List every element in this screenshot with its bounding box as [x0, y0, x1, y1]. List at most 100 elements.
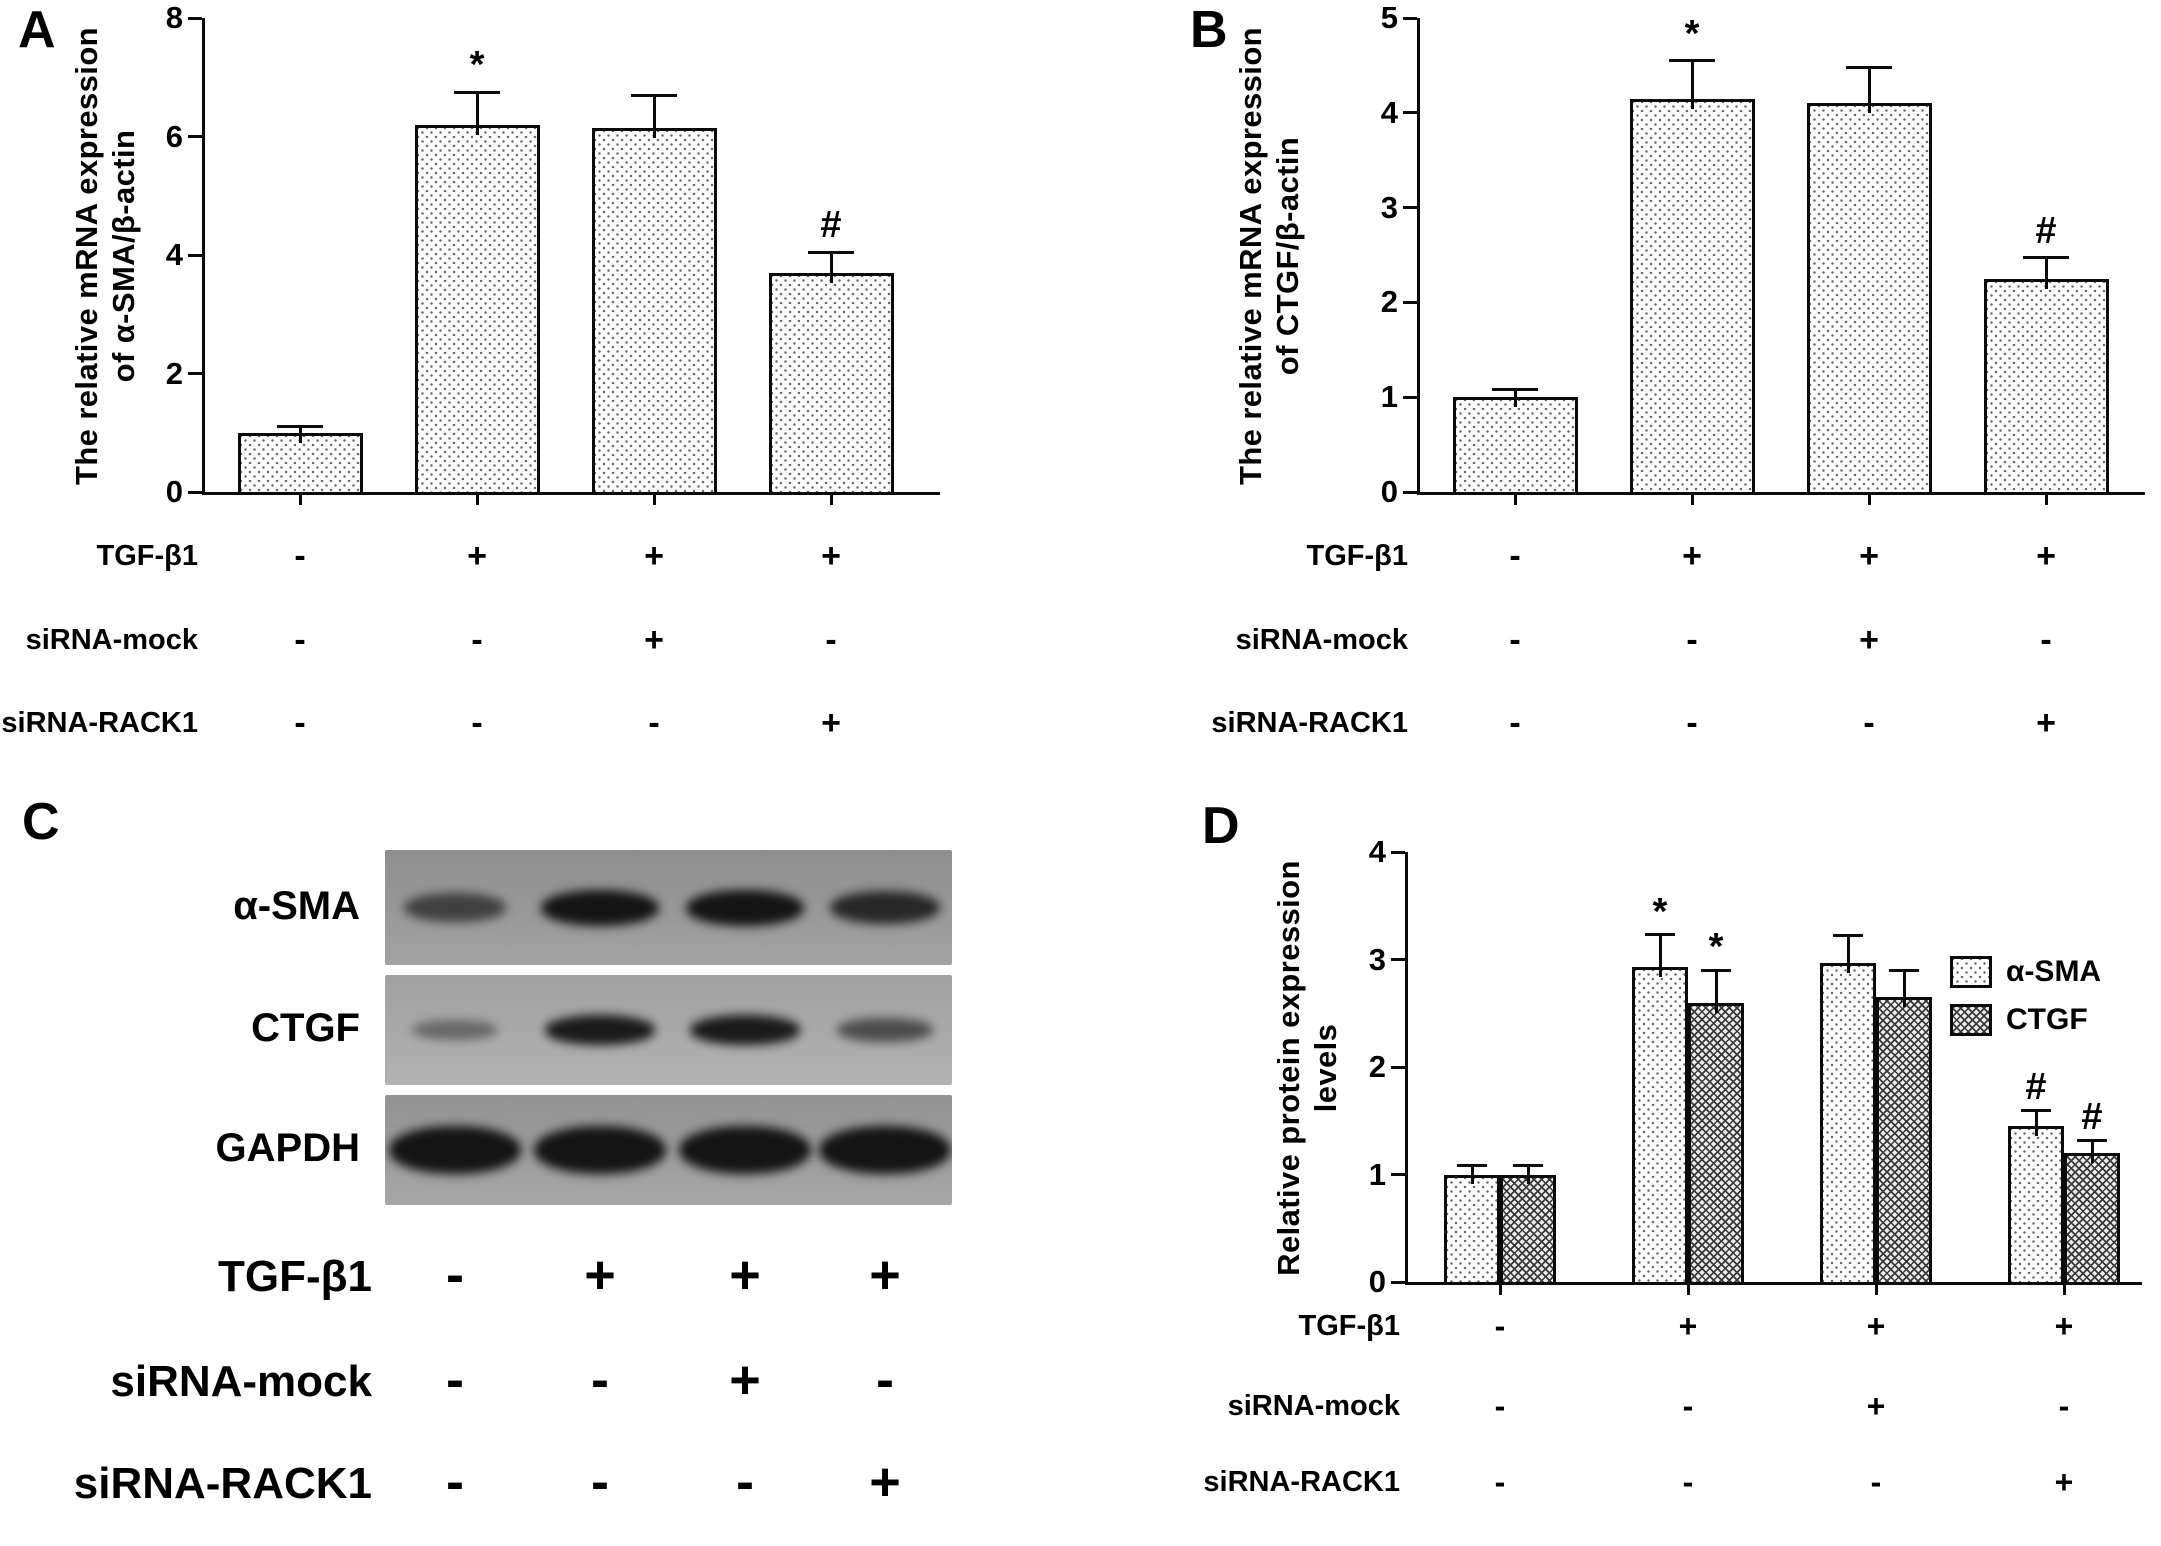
y-axis-title-line1: The relative mRNA expression: [69, 27, 104, 485]
y-tick-mark: [1391, 1280, 1405, 1284]
condition-value: -: [648, 703, 660, 742]
panel-label-A: A: [18, 1, 56, 59]
bar-D-group4-1: [2008, 1126, 2064, 1282]
bar-A-group2: [414, 124, 540, 492]
bar-D-group4-2: [2064, 1153, 2120, 1282]
condition-row-label: siRNA-RACK1: [1211, 707, 1408, 740]
legend-label-1: α-SMA: [2006, 955, 2102, 988]
condition-value: -: [294, 620, 306, 659]
condition-value: +: [869, 1245, 901, 1306]
bar-B-group2: [1629, 98, 1755, 492]
significance-marker: #: [2081, 1096, 2103, 1139]
bar-A-group3: [591, 127, 717, 492]
error-bar-line: [1690, 60, 1694, 109]
blot-band: [837, 1018, 933, 1042]
condition-row-label: TGF-β1: [1306, 540, 1408, 573]
x-tick-mark: [2044, 495, 2048, 505]
y-tick-label: 8: [165, 0, 183, 35]
condition-value: +: [1866, 1307, 1886, 1344]
x-axis-line: [202, 492, 940, 495]
y-tick-mark: [1391, 1173, 1405, 1176]
legend-label-2: CTGF: [2006, 1003, 2088, 1036]
condition-value: +: [2054, 1307, 2074, 1344]
panel-label-B: B: [1190, 1, 1228, 59]
condition-value: -: [446, 1245, 464, 1306]
condition-row-label: siRNA-mock: [25, 624, 198, 657]
x-tick-mark: [1867, 495, 1871, 505]
condition-row-label: siRNA-mock: [1227, 1390, 1400, 1423]
significance-marker: #: [2035, 209, 2057, 252]
y-tick-label: 2: [1368, 1049, 1386, 1084]
error-bar-cap: [2023, 256, 2069, 260]
error-bar-cap: [1833, 934, 1863, 938]
y-tick-label: 4: [1380, 94, 1398, 130]
condition-value: +: [2054, 1463, 2074, 1500]
condition-value: -: [2058, 1387, 2070, 1424]
condition-row-label: siRNA-RACK1: [1203, 1466, 1400, 1499]
condition-row-label: siRNA-RACK1: [1, 707, 198, 740]
blot-band: [689, 1015, 801, 1045]
bar-D-group1-1: [1444, 1174, 1500, 1282]
blot-row-label: GAPDH: [215, 1126, 360, 1170]
bar-B-group3: [1806, 103, 1932, 492]
panel-A-mrna-asma-chart: A The relative mRNA expression of α-SMA/β-…: [0, 0, 1080, 778]
y-tick-label: 4: [1368, 834, 1386, 869]
y-tick-label: 1: [1368, 1156, 1386, 1192]
condition-row-label: TGF-β1: [218, 1252, 372, 1302]
x-tick-mark: [1874, 1285, 1878, 1295]
condition-value: +: [2036, 703, 2056, 742]
error-bar-line: [475, 92, 479, 135]
x-tick-mark: [829, 495, 833, 505]
condition-value: -: [591, 1452, 609, 1513]
error-bar-line: [2090, 1140, 2094, 1163]
condition-value: +: [1682, 536, 1702, 575]
error-bar-line: [2034, 1110, 2038, 1137]
y-tick-mark: [1403, 16, 1417, 20]
y-axis-title-B: The relative mRNA expression of CTGF/β-ac…: [1232, 6, 1308, 506]
bar-B-group4: [1983, 278, 2109, 492]
blot-strip-1: [385, 850, 952, 965]
x-tick-mark: [1498, 1285, 1502, 1295]
blot-band: [544, 1015, 656, 1045]
blot-band: [829, 891, 941, 924]
error-bar-cap: [1701, 968, 1731, 972]
y-axis-line: [202, 18, 205, 495]
blot-band: [819, 1126, 951, 1174]
y-tick-mark: [188, 253, 202, 257]
x-tick-mark: [1690, 495, 1694, 505]
blot-band: [534, 1126, 666, 1174]
bar-A-group1: [237, 432, 363, 492]
error-bar-cap: [1889, 968, 1919, 972]
bar-D-group2-2: [1688, 1002, 1744, 1282]
condition-value: +: [729, 1350, 761, 1411]
blot-row-label: CTGF: [251, 1006, 360, 1050]
condition-value: -: [471, 620, 483, 659]
bar-D-group1-2: [1500, 1174, 1556, 1282]
condition-value: -: [736, 1452, 754, 1513]
panel-label-C: C: [22, 793, 60, 851]
error-bar-cap: [1669, 59, 1715, 63]
y-tick-mark: [1391, 1065, 1405, 1069]
error-bar-line: [1513, 389, 1517, 408]
y-tick-label: 3: [1368, 941, 1386, 977]
y-tick-mark: [1391, 958, 1405, 961]
panel-D-protein-chart: D Relative protein expression levels 0 1 2 3 4 *…: [1150, 780, 2161, 1546]
condition-value: -: [1494, 1307, 1506, 1344]
condition-value: -: [1494, 1387, 1506, 1424]
x-tick-mark: [1686, 1285, 1690, 1295]
x-axis-line: [1417, 492, 2145, 495]
error-bar-line: [298, 426, 302, 443]
error-bar-line: [2044, 257, 2048, 289]
condition-value: +: [821, 536, 841, 575]
condition-value: -: [1509, 703, 1521, 742]
y-tick-mark: [1403, 300, 1417, 304]
y-tick-label: 6: [165, 118, 183, 154]
blot-strip-2: [385, 975, 952, 1085]
y-axis-line: [1417, 18, 1420, 495]
significance-marker: *: [1684, 12, 1700, 55]
y-tick-label: 0: [165, 474, 183, 509]
condition-value: +: [644, 536, 664, 575]
y-tick-mark: [1403, 206, 1417, 210]
error-bar-cap: [277, 425, 323, 429]
